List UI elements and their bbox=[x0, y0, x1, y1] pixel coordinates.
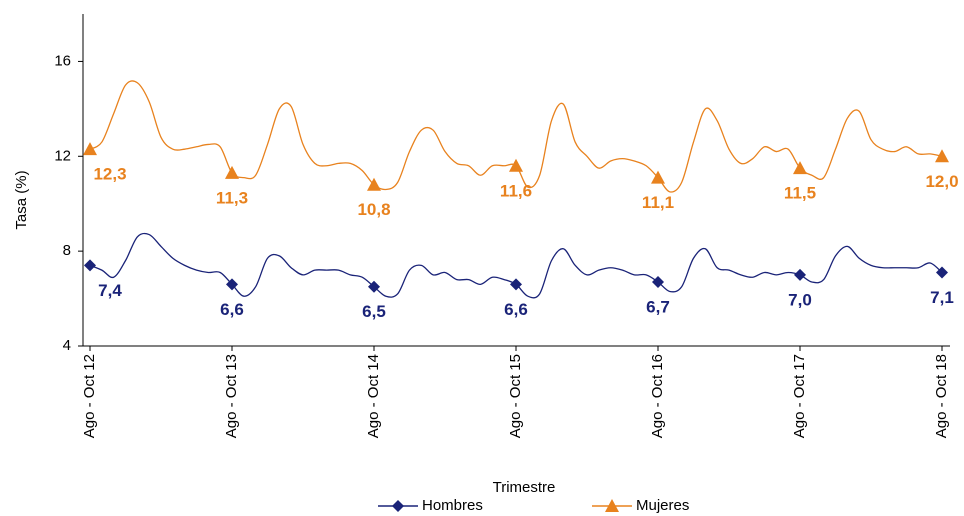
data-label: 12,0 bbox=[925, 172, 958, 191]
data-label: 7,1 bbox=[930, 288, 954, 307]
data-label: 12,3 bbox=[93, 165, 126, 184]
series-0-marker bbox=[652, 275, 664, 288]
data-label: 7,0 bbox=[788, 290, 812, 309]
series-1-marker bbox=[367, 177, 381, 191]
x-tick-label: Ago - Oct 16 bbox=[649, 354, 666, 438]
y-axis-title: Tasa (%) bbox=[13, 170, 30, 229]
series-0-marker bbox=[392, 500, 404, 512]
data-label: 11,6 bbox=[500, 181, 532, 200]
series-1-marker bbox=[83, 142, 97, 156]
series-1-marker bbox=[793, 161, 807, 175]
x-axis-title: Trimestre bbox=[493, 479, 556, 496]
data-label: 6,5 bbox=[362, 302, 386, 321]
y-tick-label: 12 bbox=[54, 147, 71, 164]
x-tick-label: Ago - Oct 13 bbox=[223, 354, 240, 438]
series-1-line bbox=[89, 80, 943, 193]
y-tick-label: 8 bbox=[63, 242, 71, 259]
legend-label: Mujeres bbox=[636, 497, 689, 514]
series-0-marker bbox=[936, 266, 948, 279]
series-0-marker bbox=[226, 278, 238, 291]
x-tick-label: Ago - Oct 15 bbox=[507, 354, 524, 438]
series-1-marker bbox=[935, 149, 949, 163]
series-0-marker bbox=[368, 280, 380, 293]
series-0-marker bbox=[84, 259, 96, 272]
data-label: 10,8 bbox=[357, 200, 390, 219]
data-label: 11,1 bbox=[642, 193, 674, 212]
data-label: 6,6 bbox=[504, 300, 528, 319]
data-label: 6,6 bbox=[220, 300, 244, 319]
data-label: 6,7 bbox=[646, 297, 670, 316]
legend-label: Hombres bbox=[422, 497, 483, 514]
series-1-marker bbox=[509, 158, 523, 172]
y-tick-label: 16 bbox=[54, 52, 71, 69]
data-label: 7,4 bbox=[98, 281, 122, 300]
data-label: 11,5 bbox=[784, 184, 816, 203]
x-tick-label: Ago - Oct 17 bbox=[791, 354, 808, 438]
series-1-marker bbox=[651, 170, 665, 184]
x-tick-label: Ago - Oct 18 bbox=[933, 354, 950, 438]
series-0-marker bbox=[794, 268, 806, 281]
series-1-marker bbox=[225, 165, 239, 179]
x-tick-label: Ago - Oct 14 bbox=[365, 354, 382, 438]
data-label: 11,3 bbox=[216, 188, 248, 207]
series-0-marker bbox=[510, 278, 522, 291]
series-1-marker bbox=[605, 499, 619, 512]
x-tick-label: Ago - Oct 12 bbox=[81, 354, 98, 438]
y-tick-label: 4 bbox=[63, 337, 71, 354]
